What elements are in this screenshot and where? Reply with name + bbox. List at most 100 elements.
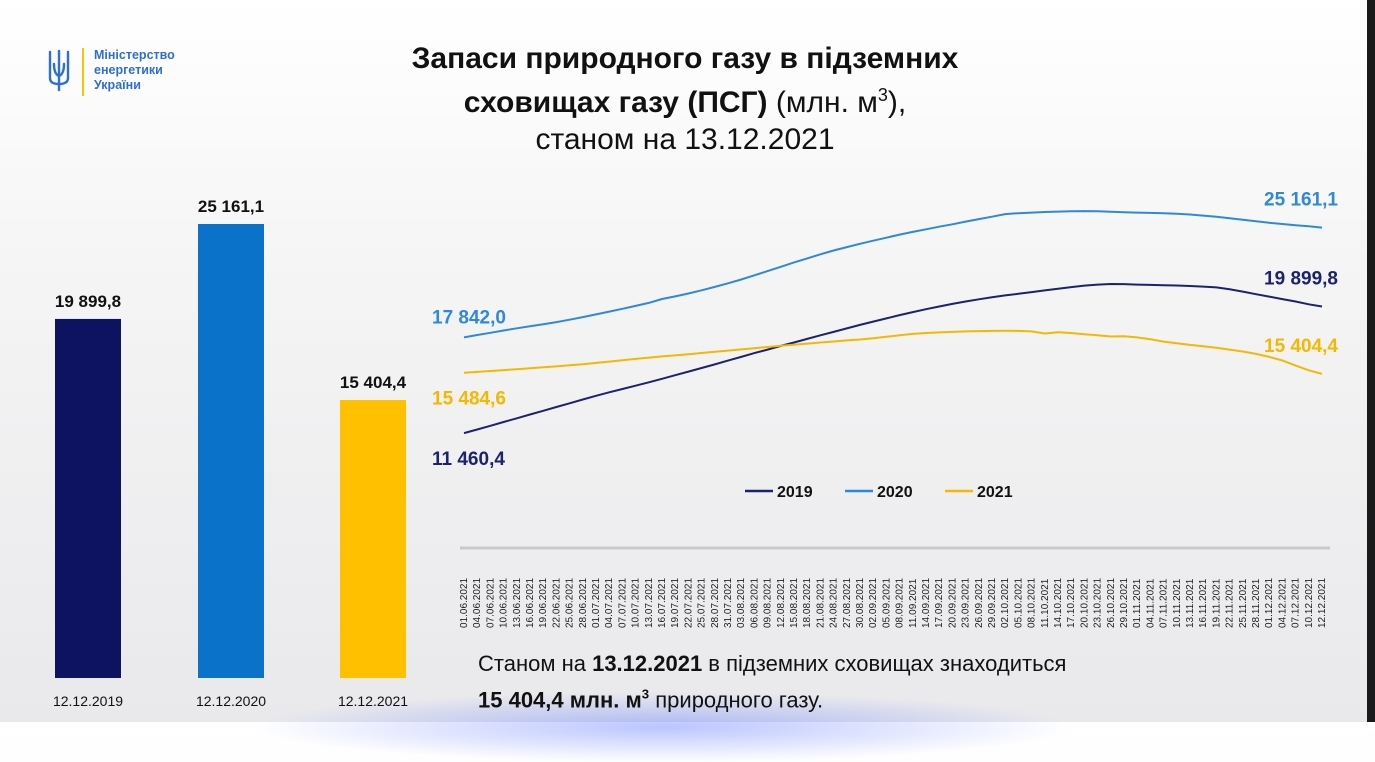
x-tick-label: 03.08.2021 [736,578,747,628]
series-end-label-2021: 15 404,4 [1264,336,1338,357]
x-tick-label: 10.07.2021 [631,578,642,628]
footnote-amount: 15 404,4 млн. м [478,687,642,713]
x-tick-label: 19.11.2021 [1211,578,1222,628]
x-tick-label: 18.08.2021 [802,578,813,628]
x-tick-label: 26.10.2021 [1106,578,1117,628]
bar-chart-svg: 19 899,8 12.12.2019 25 161,1 12.12.2020 15 4… [53,197,408,709]
x-tick-label: 29.09.2021 [987,578,998,628]
bar-12.12.2020 [198,224,264,678]
x-tick-label: 11.10.2021 [1040,578,1051,628]
bar-category-label: 12.12.2020 [196,693,266,709]
trident-icon [48,49,70,92]
x-tick-label: 10.06.2021 [499,578,510,628]
legend-label-2019: 2019 [777,484,813,501]
x-tick-label: 13.06.2021 [512,578,523,628]
chart-title: Запаси природного газу в підземних схови… [300,40,1070,158]
x-tick-label: 28.06.2021 [578,578,589,628]
bar-12.12.2021 [340,400,406,678]
title-line-1-text: Запаси природного газу в підземних [411,42,959,75]
x-tick-label: 24.08.2021 [829,578,840,628]
title-line-2: сховищах газу (ПСГ) (млн. м3), [300,77,1070,121]
x-tick-label: 25.07.2021 [697,578,708,628]
x-tick-label: 20.09.2021 [947,578,958,628]
x-tick-label: 13.11.2021 [1185,578,1196,628]
x-tick-label: 23.09.2021 [961,578,972,628]
x-tick-label: 16.11.2021 [1198,578,1209,628]
x-tick-label: 01.12.2021 [1264,578,1275,628]
x-tick-label: 04.12.2021 [1277,578,1288,628]
bar-value-label: 19 899,8 [55,292,121,311]
x-tick-label: 08.09.2021 [895,578,906,628]
x-tick-label: 14.09.2021 [921,578,932,628]
window-edge [1367,0,1375,722]
x-tick-label: 10.12.2021 [1304,578,1315,628]
footnote-middle: в підземних сховищах знаходиться [702,651,1067,676]
x-tick-label: 04.06.2021 [472,578,483,628]
x-tick-label: 16.06.2021 [525,578,536,628]
x-tick-label: 05.10.2021 [1013,578,1024,628]
logo-separator [82,48,84,96]
title-unit: (млн. м [775,86,878,119]
bar-value-label: 15 404,4 [340,373,407,392]
x-tick-label: 07.06.2021 [485,578,496,628]
series-end-label-2019: 19 899,8 [1264,269,1338,290]
footnote: Станом на 13.12.2021 в підземних сховища… [478,648,1066,715]
x-tick-label: 10.11.2021 [1172,578,1183,628]
legend-label-2021: 2021 [977,484,1013,501]
x-tick-label: 20.10.2021 [1079,578,1090,628]
series-start-label-2019: 11 460,4 [432,449,505,470]
x-tick-label: 04.07.2021 [604,578,615,628]
x-tick-label: 22.07.2021 [683,578,694,628]
x-tick-label: 01.06.2021 [459,578,470,628]
x-tick-label: 21.08.2021 [815,578,826,628]
x-tick-label: 17.10.2021 [1066,578,1077,628]
x-tick-label: 07.11.2021 [1159,578,1170,628]
x-tick-label: 13.07.2021 [644,578,655,628]
x-tick-label: 29.10.2021 [1119,578,1130,628]
footnote-line-1: Станом на 13.12.2021 в підземних сховища… [478,648,1066,679]
x-tick-label: 28.07.2021 [710,578,721,628]
x-tick-label: 05.09.2021 [881,578,892,628]
series-start-label-2021: 15 484,6 [432,389,506,410]
footnote-suffix: природного газу. [649,687,824,713]
x-tick-label: 17.09.2021 [934,578,945,628]
x-tick-label: 25.06.2021 [565,578,576,628]
x-tick-label: 14.10.2021 [1053,578,1064,628]
x-tick-label: 19.07.2021 [670,578,681,628]
logo-line: енергетики [94,63,163,77]
x-tick-label: 06.08.2021 [749,578,760,628]
bar-category-label: 12.12.2021 [338,693,408,709]
x-tick-label: 30.08.2021 [855,578,866,628]
bar-value-label: 25 161,1 [198,197,264,216]
x-tick-label: 15.08.2021 [789,578,800,628]
bar-category-label: 12.12.2019 [53,693,123,709]
x-tick-label: 01.07.2021 [591,578,602,628]
legend-label-2020: 2020 [877,484,913,501]
series-end-label-2020: 25 161,1 [1264,190,1338,211]
x-tick-label: 02.09.2021 [868,578,879,628]
footnote-line-2: 15 404,4 млн. м3 природного газу. [478,679,1066,715]
title-line-1: Запаси природного газу в підземних [300,40,1070,77]
x-tick-label: 22.11.2021 [1225,578,1236,628]
series-line-2020 [463,210,1323,339]
x-tick-label: 07.12.2021 [1291,578,1302,628]
x-tick-label: 28.11.2021 [1251,578,1262,628]
x-tick-label: 02.10.2021 [1000,578,1011,628]
footnote-sup: 3 [641,687,650,702]
title-line-2-bold: сховищах газу (ПСГ) [463,86,768,119]
logo-line: України [94,78,141,92]
x-tick-label: 08.10.2021 [1027,578,1038,628]
title-line-3: станом на 13.12.2021 [535,123,835,156]
x-tick-label: 16.07.2021 [657,578,668,628]
x-tick-label: 26.09.2021 [974,578,985,628]
series-line-2019 [463,282,1323,435]
logo-line: Міністерство [94,48,175,62]
x-tick-label: 31.07.2021 [723,578,734,628]
footnote-prefix: Станом на [478,651,593,676]
x-tick-label: 12.12.2021 [1317,578,1328,628]
series-start-label-2020: 17 842,0 [432,307,506,328]
x-tick-label: 01.11.2021 [1132,578,1143,628]
x-tick-label: 09.08.2021 [763,578,774,628]
title-unit-end: ), [887,86,907,119]
x-tick-label: 19.06.2021 [538,578,549,628]
